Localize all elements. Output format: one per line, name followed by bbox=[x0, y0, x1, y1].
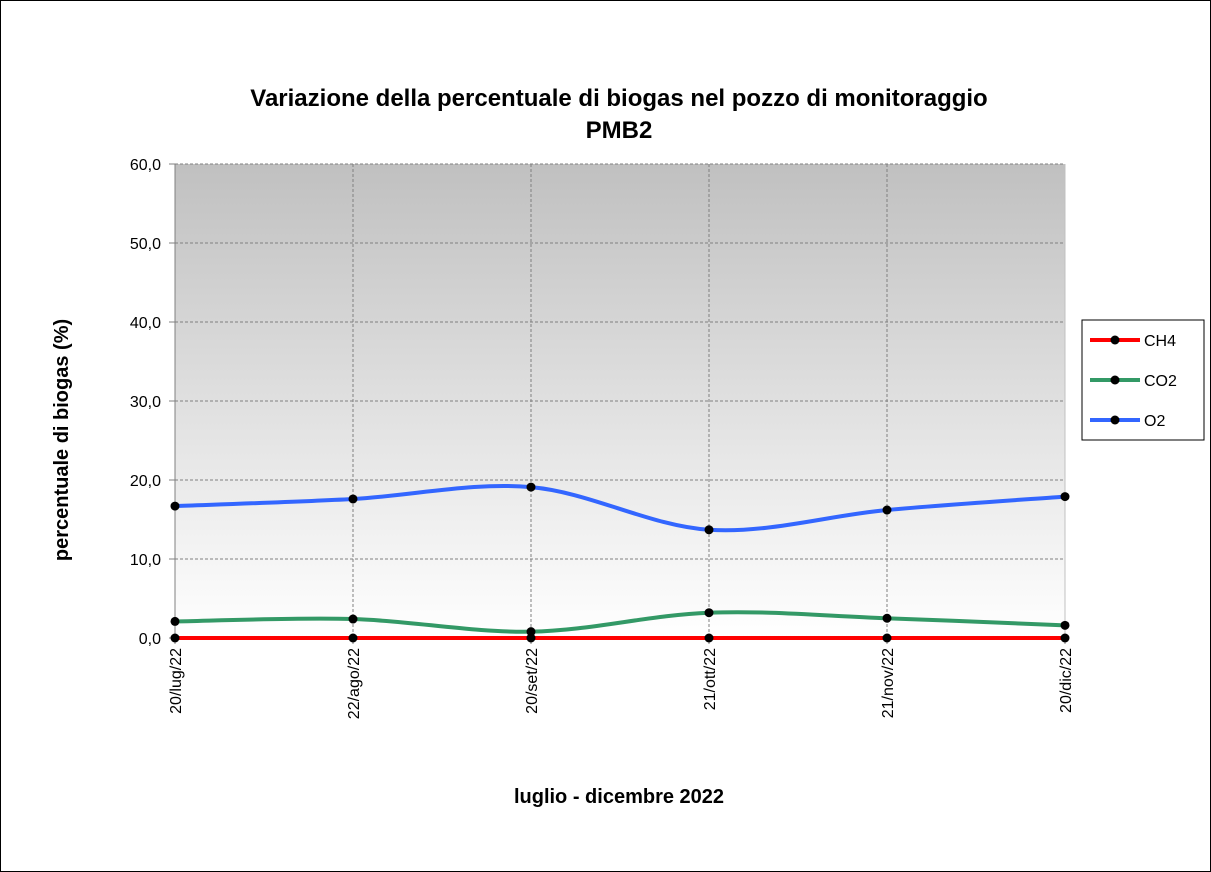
x-tick-label: 20/lug/22 bbox=[168, 648, 185, 714]
point bbox=[1060, 492, 1070, 502]
x-tick-label: 20/set/22 bbox=[524, 648, 541, 714]
point bbox=[704, 525, 714, 535]
y-tick-label: 40,0 bbox=[130, 315, 161, 332]
y-tick-label: 60,0 bbox=[130, 157, 161, 174]
chart-title: Variazione della percentuale di biogas n… bbox=[250, 85, 987, 112]
point bbox=[882, 633, 892, 643]
point bbox=[882, 505, 892, 515]
point bbox=[526, 482, 536, 492]
point bbox=[704, 633, 714, 643]
point bbox=[882, 613, 892, 623]
point bbox=[1060, 620, 1070, 630]
series-line bbox=[174, 483, 1066, 533]
point bbox=[348, 633, 358, 643]
point bbox=[170, 501, 180, 511]
point bbox=[526, 633, 536, 643]
x-axis-label: luglio - dicembre 2022 bbox=[514, 786, 724, 808]
legend-marker bbox=[1110, 335, 1120, 345]
x-tick-label: 20/dic/22 bbox=[1058, 648, 1075, 713]
y-axis-label: percentuale di biogas (%) bbox=[51, 319, 73, 561]
point bbox=[348, 614, 358, 624]
x-tick-label: 21/ott/22 bbox=[702, 648, 719, 710]
y-tick-label: 20,0 bbox=[130, 473, 161, 490]
point bbox=[1060, 633, 1070, 643]
series-line bbox=[174, 610, 1066, 634]
y-tick-label: 10,0 bbox=[130, 552, 161, 569]
legend-marker bbox=[1110, 415, 1120, 425]
chart-title: PMB2 bbox=[586, 117, 653, 144]
point bbox=[170, 633, 180, 643]
x-tick-label: 21/nov/22 bbox=[880, 648, 897, 718]
legend-label: CH4 bbox=[1144, 333, 1176, 350]
legend-label: CO2 bbox=[1144, 373, 1177, 390]
point bbox=[170, 616, 180, 626]
legend-label: O2 bbox=[1144, 413, 1165, 430]
y-tick-label: 50,0 bbox=[130, 236, 161, 253]
x-tick-label: 22/ago/22 bbox=[346, 648, 363, 719]
legend-marker bbox=[1110, 375, 1120, 385]
point bbox=[348, 494, 358, 504]
y-tick-label: 0,0 bbox=[139, 631, 161, 648]
point bbox=[704, 608, 714, 618]
y-tick-label: 30,0 bbox=[130, 394, 161, 411]
point bbox=[526, 627, 536, 637]
